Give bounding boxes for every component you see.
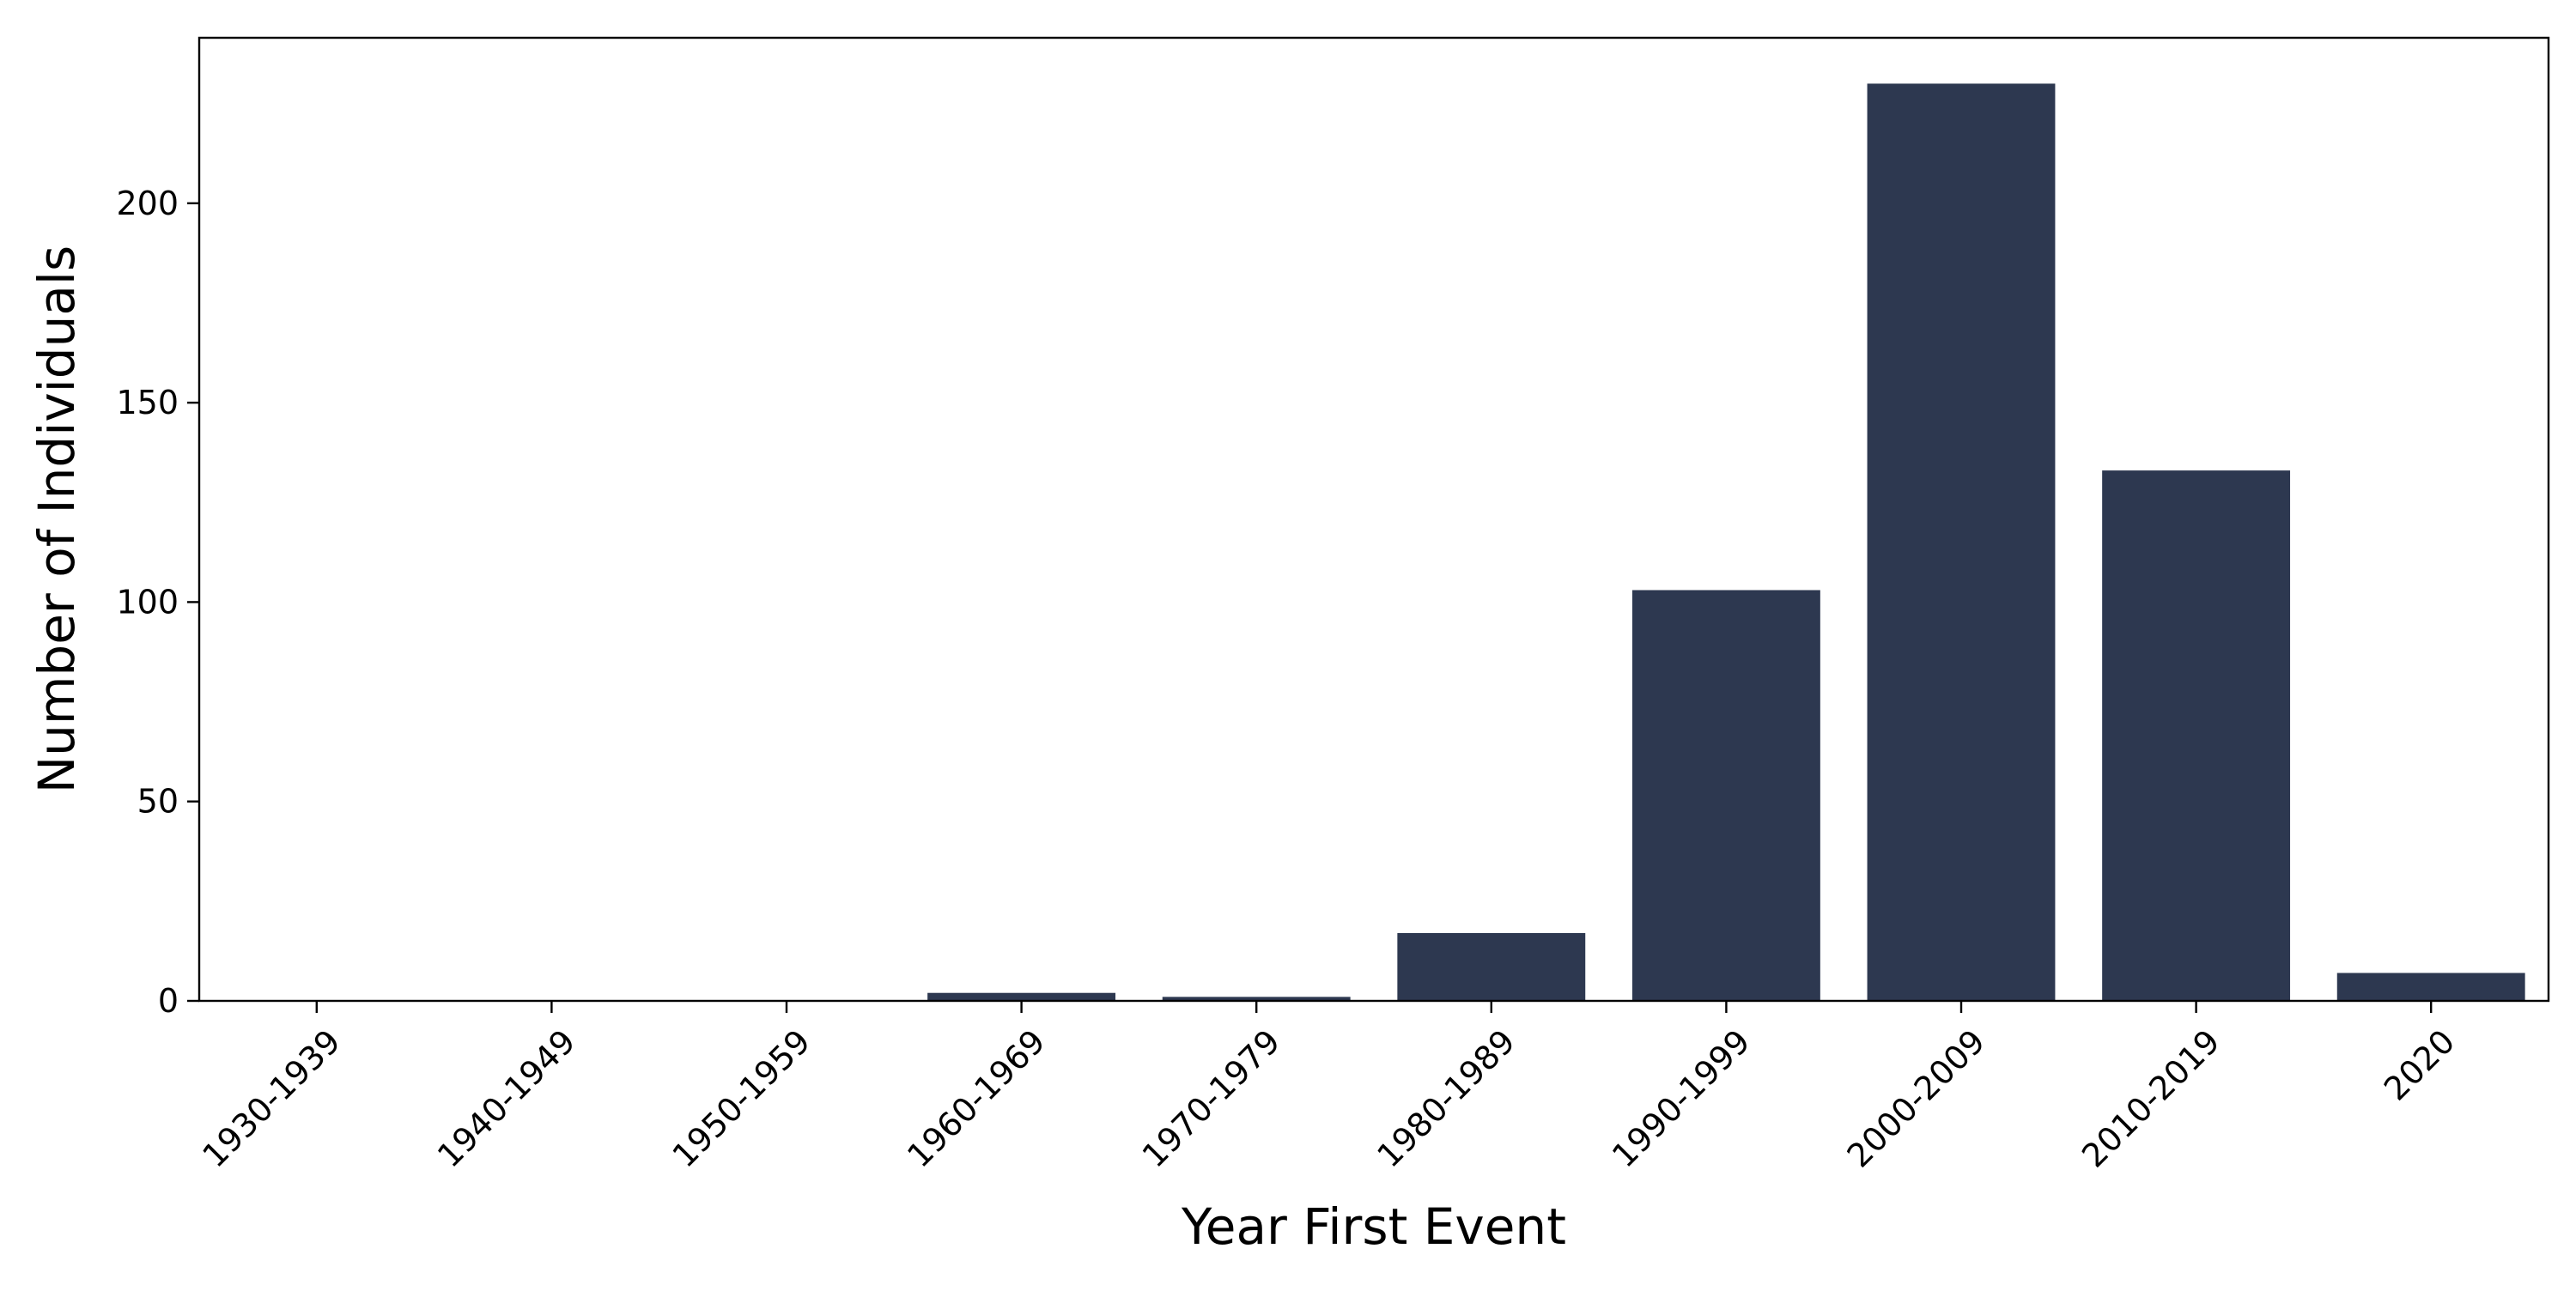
x-tick-label: 1970-1979 bbox=[1135, 1022, 1288, 1175]
y-tick-label: 0 bbox=[158, 982, 179, 1020]
plot-frame bbox=[197, 36, 2550, 1003]
x-tick-label: 1950-1959 bbox=[665, 1022, 818, 1175]
y-tick-label: 150 bbox=[116, 384, 179, 421]
y-tick-label: 200 bbox=[116, 185, 179, 222]
x-tick-label: 1960-1969 bbox=[900, 1022, 1053, 1175]
x-axis-ticks: 1930-1939 1940-1949 1950-1959 1960-1969 1970… bbox=[195, 1001, 2462, 1175]
bar-2010-2019 bbox=[2102, 470, 2291, 1001]
bar-1990-1999 bbox=[1631, 590, 1820, 1001]
bar-2020 bbox=[2336, 973, 2525, 1001]
y-tick-label: 50 bbox=[137, 783, 179, 821]
bar-1980-1989 bbox=[1397, 933, 1586, 1001]
bar-2000-2009 bbox=[1867, 83, 2056, 1001]
x-tick-label: 1980-1989 bbox=[1370, 1022, 1522, 1175]
y-axis-ticks: 0 50 100 150 200 bbox=[116, 185, 199, 1020]
bar-1970-1979 bbox=[1162, 997, 1351, 1001]
x-tick-label: 1990-1999 bbox=[1605, 1022, 1758, 1175]
bars-layer bbox=[927, 83, 2525, 1001]
x-tick-label: 1930-1939 bbox=[195, 1022, 348, 1175]
x-tick-label: 2000-2009 bbox=[1840, 1022, 1993, 1175]
y-tick-label: 100 bbox=[116, 583, 179, 621]
x-tick-label: 2020 bbox=[2377, 1022, 2463, 1108]
x-tick-label: 1940-1949 bbox=[430, 1022, 583, 1175]
x-axis-label: Year First Event bbox=[1181, 1197, 1566, 1256]
bar-1960-1969 bbox=[927, 992, 1116, 1001]
y-axis-label: Number of Individuals bbox=[27, 245, 86, 793]
x-tick-label: 2010-2019 bbox=[2075, 1022, 2227, 1175]
